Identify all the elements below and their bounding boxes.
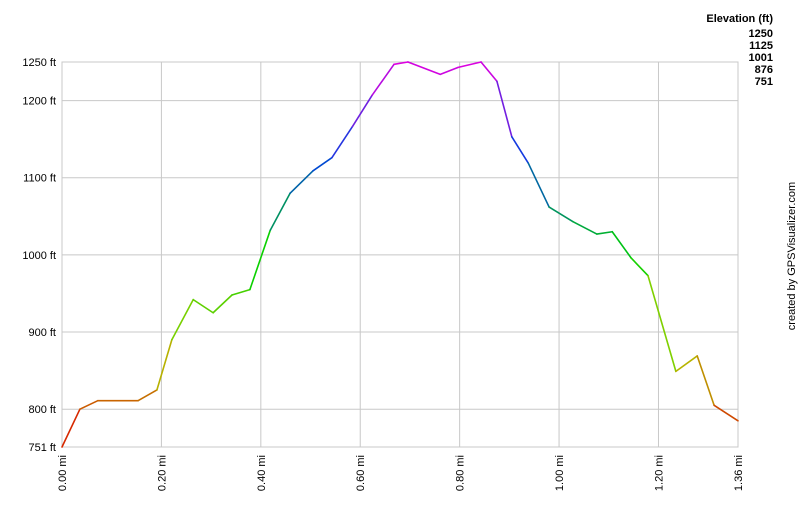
elevation-segment <box>548 206 574 223</box>
elevation-segment <box>371 63 395 96</box>
elevation-segment <box>647 274 677 373</box>
x-tick-label: 0.60 mi <box>355 455 367 491</box>
elevation-segment <box>212 294 233 314</box>
y-tick-label: 1250 ft <box>22 57 56 69</box>
elevation-segment <box>79 399 99 410</box>
elevation-segment <box>596 230 614 235</box>
y-tick-label: 1000 ft <box>22 250 56 262</box>
x-tick-label: 1.20 mi <box>653 455 665 491</box>
elevation-segment <box>630 257 649 277</box>
x-tick-label: 1.36 mi <box>733 455 745 491</box>
elevation-segment <box>713 404 739 422</box>
elevation-segment <box>511 136 530 164</box>
elevation-segment <box>696 355 715 407</box>
elevation-segment <box>439 66 459 76</box>
y-tick-label: 751 ft <box>28 442 56 454</box>
elevation-segment <box>192 298 214 314</box>
elevation-segment <box>289 169 314 194</box>
y-tick-label: 1100 ft <box>23 173 56 185</box>
elevation-segment <box>351 94 373 128</box>
elevation-segment <box>457 61 482 69</box>
legend-entry: 751 <box>755 76 773 88</box>
legend-entry: 876 <box>755 64 773 76</box>
elevation-segment <box>331 126 354 159</box>
x-tick-label: 1.00 mi <box>554 455 566 491</box>
legend-entry: 1250 <box>749 28 773 40</box>
y-tick-label: 800 ft <box>28 404 56 416</box>
legend-entry: 1125 <box>749 40 773 52</box>
elevation-segment <box>156 338 173 391</box>
x-tick-label: 0.40 mi <box>256 455 268 491</box>
y-tick-label: 900 ft <box>28 327 56 339</box>
elevation-segment <box>312 156 333 172</box>
elevation-segment <box>61 408 81 448</box>
elevation-segment <box>611 230 632 259</box>
elevation-segment <box>137 389 158 402</box>
elevation-segment <box>496 80 513 138</box>
elevation-segment <box>171 298 195 341</box>
elevation-segment <box>407 61 442 76</box>
credit: created by GPSVisualizer.com <box>786 182 798 330</box>
legend-title: Elevation (ft) <box>706 13 773 25</box>
elevation-segment <box>527 162 550 208</box>
elevation-segment <box>249 229 272 291</box>
y-tick-label: 1200 ft <box>22 96 56 108</box>
elevation-segment <box>393 61 409 66</box>
legend-entry: 1001 <box>749 52 773 64</box>
elevation-segment <box>231 288 251 296</box>
x-tick-label: 0.20 mi <box>156 455 168 491</box>
elevation-segment <box>572 220 598 235</box>
x-tick-label: 0.80 mi <box>455 455 467 491</box>
elevation-segment <box>269 192 291 231</box>
x-tick-label: 0.00 mi <box>57 455 69 491</box>
elevation-segment <box>480 61 498 83</box>
elevation-segment <box>675 355 699 373</box>
